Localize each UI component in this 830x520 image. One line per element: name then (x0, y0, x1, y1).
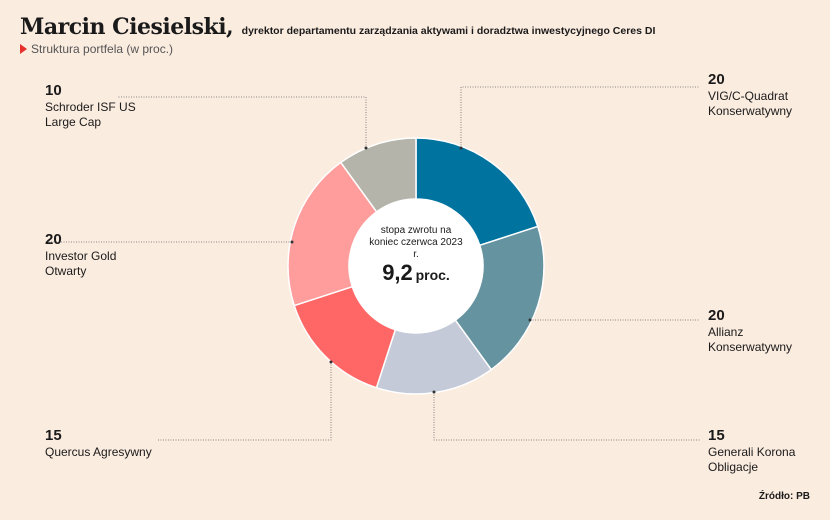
subtitle-text: Struktura portfela (w proc.) (31, 42, 174, 56)
donut-center-text: stopa zwrotu na koniec czerwca 2023 r. 9… (366, 225, 466, 284)
slice-label-quercus: 15 Quercus Agresywny (45, 427, 175, 460)
leader-dot-generali (432, 390, 436, 394)
return-value: 9,2 (382, 260, 413, 285)
leader-dot-allianz (528, 318, 532, 322)
slice-label-investor: 20 Investor Gold Otwarty (45, 231, 125, 279)
leader-dot-schroder (364, 146, 368, 150)
person-name: Marcin Ciesielski, (20, 14, 234, 40)
leader-line-vig (460, 86, 700, 148)
slice-label-vig: 20 VIG/C-Quadrat Konserwatywny (708, 71, 803, 119)
slice-label-generali: 15 Generali Korona Obligacje (708, 427, 798, 475)
leader-line-schroder (118, 96, 367, 148)
leader-dot-investor (290, 240, 294, 244)
slice-value: 20 (708, 307, 725, 324)
leader-line-quercus (158, 362, 332, 441)
leader-dot-quercus (329, 360, 333, 364)
chart-subtitle: Struktura portfela (w proc.) (20, 42, 173, 56)
return-unit: proc. (415, 267, 450, 283)
slice-name: Allianz Konserwatywny (708, 325, 793, 354)
slice-label-allianz: 20 Allianz Konserwatywny (708, 307, 803, 355)
slice-value: 20 (708, 71, 725, 88)
person-role: dyrektor departamentu zarządzania aktywa… (241, 25, 656, 37)
slice-value: 15 (708, 427, 725, 444)
return-caption: stopa zwrotu na koniec czerwca 2023 r. (369, 225, 463, 260)
leader-dot-vig (459, 146, 463, 150)
slice-value: 10 (45, 82, 62, 99)
slice-value: 20 (45, 231, 62, 248)
leader-line-generali (433, 392, 700, 441)
slice-name: Quercus Agresywny (45, 445, 152, 459)
slice-value: 15 (45, 427, 62, 444)
red-triangle-icon (20, 44, 27, 54)
chart-header: Marcin Ciesielski, dyrektor departamentu… (20, 14, 655, 40)
slice-name: Schroder ISF US Large Cap (45, 100, 136, 129)
slice-name: Investor Gold Otwarty (45, 249, 117, 278)
slice-name: VIG/C-Quadrat Konserwatywny (708, 89, 793, 118)
source-note: Źródło: PB (758, 491, 810, 502)
return-stat: 9,2 proc. (366, 262, 466, 284)
donut-hole (349, 199, 483, 333)
slice-name: Generali Korona Obligacje (708, 445, 796, 474)
slice-label-schroder: 10 Schroder ISF US Large Cap (45, 82, 140, 130)
